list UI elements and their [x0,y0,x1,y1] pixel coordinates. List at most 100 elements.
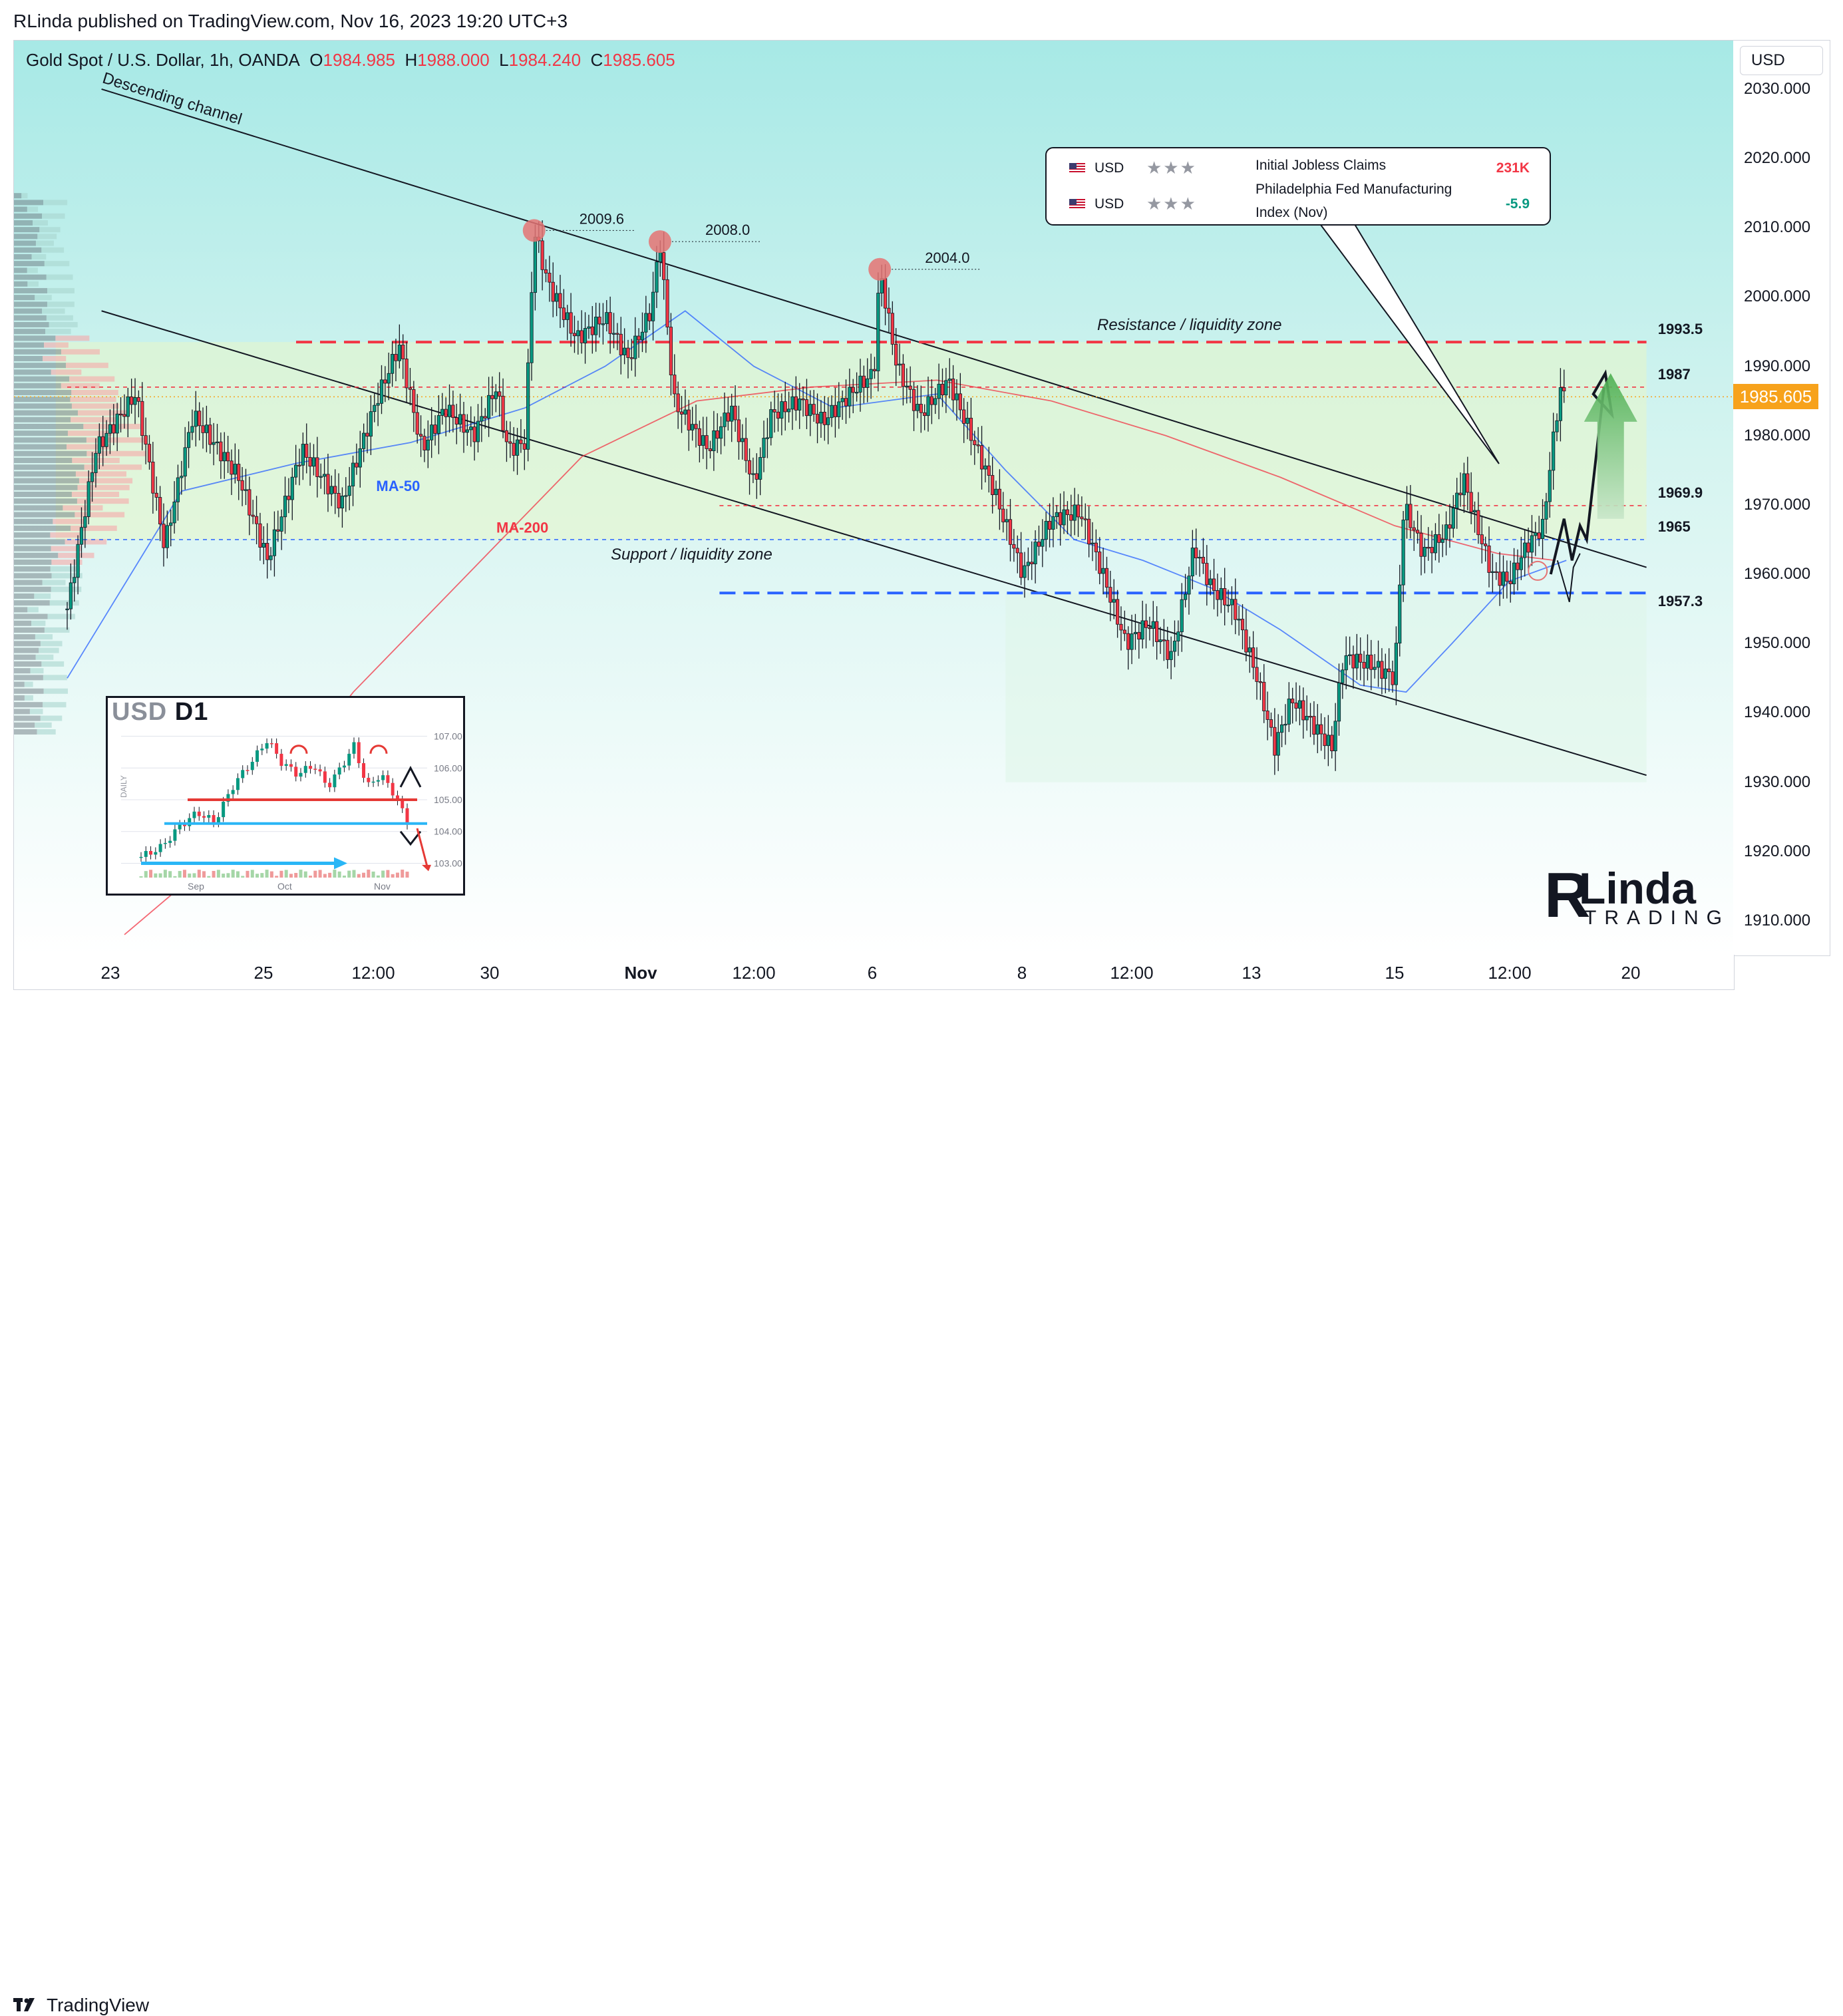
volume-profile-bar-dark [14,267,27,273]
candle-body [754,473,758,480]
candle-body [112,424,116,434]
volume-profile-bar-light [41,661,65,667]
ma200-label: MA-200 [496,520,548,536]
candle-body [294,464,298,478]
candle-body [180,476,184,478]
candle-body [1448,524,1452,529]
inset-volume-bar [309,876,313,878]
candle-body [90,472,94,482]
us-flag-icon [1069,199,1085,210]
candle-body [605,312,609,325]
candle-body [997,488,1002,510]
volume-profile-bar-dark [14,369,51,375]
candle-body [1437,534,1441,543]
candle-body [1234,599,1238,620]
candle-body [944,380,948,396]
level-label-1957.3: 1957.3 [1658,593,1703,609]
candle-body [397,345,401,361]
time-tick-label: 12:00 [1488,963,1532,983]
candle-body [412,389,416,413]
volume-profile-bar-dark [14,573,52,579]
candle-body [851,387,855,393]
tradingview-logo[interactable]: TradingView [13,1995,149,2016]
candle-body [1480,534,1484,544]
volume-profile-bar-light [84,464,142,470]
inset-month-label: Sep [188,881,204,892]
candle-body [490,395,494,399]
candle-body [741,438,745,442]
candle-body [226,452,230,462]
inset-candle-body [163,842,167,844]
candle-body [869,369,873,379]
candle-body [1190,548,1194,577]
candle-body [97,436,101,454]
candle-body [186,432,191,448]
candle-body [373,405,377,413]
candle-body [1023,565,1027,578]
volume-profile-bar-dark [14,722,35,728]
inset-volume-bar [318,870,322,878]
currency-button[interactable]: USD [1740,46,1823,75]
volume-profile-bar-light [77,484,130,490]
time-tick-label: Nov [624,963,657,983]
chart-pane[interactable]: Descending channel 1993.5 1987 1969.9 1965 19… [13,40,1735,956]
volume-profile-bar-dark [14,491,72,497]
candle-body [208,424,212,445]
candle-body [1383,668,1387,679]
price-tick-label: 1960.000 [1744,565,1811,584]
price-tick-label: 2020.000 [1744,149,1811,168]
candle-body [790,396,794,410]
volume-profile-bar-dark [14,389,72,395]
price-axis[interactable]: USD 2030.000 2020.000 2010.000 2000.000 1990… [1733,40,1830,956]
candle-body [848,387,852,407]
candle-body [279,516,283,532]
candle-body [530,292,534,363]
candle-body [1416,530,1420,534]
volume-profile-bar-light [47,613,75,619]
inset-volume-bar [144,871,148,878]
economic-events-callout[interactable]: USD ★★★ Initial Jobless Claims 231K USD … [1045,147,1551,226]
volume-profile-bar-dark [14,518,53,524]
event-row-jobless[interactable]: USD ★★★ Initial Jobless Claims 231K [1047,151,1550,187]
volume-profile-bar-dark [14,193,22,199]
tradingview-wordmark: TradingView [47,1995,150,2015]
resistance-zone-box [55,342,1647,540]
candle-body [1401,520,1405,586]
candle-body [126,397,130,417]
volume-profile-bar-dark [14,287,48,293]
candle-body [104,432,108,447]
volume-profile-bar-dark [14,383,61,389]
time-axis[interactable]: 23 25 12:00 30 Nov 12:00 6 8 12:00 13 15 12:00 20 [13,955,1735,990]
candle-body [1537,532,1541,540]
candle-body [1212,578,1216,591]
inset-tick-label: 105.00 [434,794,462,805]
candle-body [551,281,555,302]
candle-body [1433,534,1438,554]
inset-candle-body [241,770,245,778]
volume-profile-bar-light [43,702,67,708]
event-row-philly-fed[interactable]: USD ★★★ Philadelphia Fed Manufacturing I… [1047,182,1550,223]
candle-body [608,312,612,334]
candle-body [976,444,980,446]
volume-profile-bar-light [44,627,70,633]
candle-body [991,475,995,495]
volume-profile-bar-light [53,518,85,524]
candle-body [251,514,255,517]
volume-profile-bar-light [24,695,33,701]
inset-volume-bar [216,870,220,878]
volume-profile-bar-dark [14,647,39,653]
inset-tick-label: 107.00 [434,731,462,742]
inset-candle-body [391,782,395,796]
candle-body [194,411,198,427]
candle-body [1283,724,1287,726]
candle-body [919,404,923,413]
candle-body [687,409,691,430]
volume-profile-bar-dark [14,512,75,518]
candle-body [1194,548,1198,559]
candle-body [476,420,480,442]
inset-candle-body [158,844,162,852]
support-zone-label: Support / liquidity zone [611,546,772,564]
candle-body [419,434,423,437]
candle-body [958,393,962,411]
candle-body [566,312,570,320]
